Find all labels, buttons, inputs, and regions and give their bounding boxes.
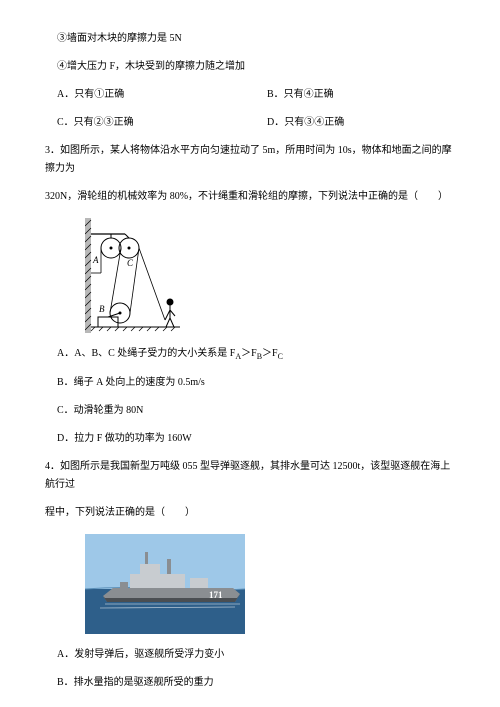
q3-optD: D．拉力 F 做功的功率为 160W <box>57 430 455 448</box>
label-c: C <box>127 258 134 268</box>
q2-optA: A．只有①正确 <box>57 86 267 104</box>
label-a: A <box>92 255 99 265</box>
q3-optA-mid1: ＞F <box>241 348 257 359</box>
q3-optC: C．动滑轮重为 80N <box>57 402 455 420</box>
q2-stmt3: ③墙面对木块的摩擦力是 5N <box>57 30 455 48</box>
q4-stem-line2: 程中，下列说法正确的是（ ） <box>45 504 455 522</box>
q3-optA-mid2: ＞F <box>262 348 278 359</box>
q2-optD: D．只有③④正确 <box>267 114 455 132</box>
q3-optA: A．A、B、C 处绳子受力的大小关系是 FA＞FB＞FC <box>57 345 455 364</box>
q3-stem-line1: 3．如图所示，某人将物体沿水平方向匀速拉动了 5m，所用时间为 10s，物体和地… <box>45 142 455 178</box>
hull-number: 171 <box>209 590 223 600</box>
q3-stem-line2: 320N，滑轮组的机械效率为 80%，不计绳重和滑轮组的摩擦，下列说法中正确的是… <box>45 188 455 206</box>
pulley-diagram-svg: A C B <box>85 218 180 333</box>
label-b: B <box>99 304 105 314</box>
q3-diagram: A C B <box>85 218 455 333</box>
rope-to-person <box>139 248 165 320</box>
q4-optA: A．发射导弹后，驱逐舰所受浮力变小 <box>57 646 455 664</box>
q4-optB: B．排水量指的是驱逐舰所受的重力 <box>57 674 455 692</box>
q2-options-row2: C．只有②③正确 D．只有③④正确 <box>45 114 455 132</box>
wall-rect <box>85 218 91 333</box>
q4-photo: 171 <box>85 534 455 634</box>
q4-stem-line1: 4．如图所示是我国新型万吨级 055 型导弹驱逐舰，其排水量可达 12500t，… <box>45 458 455 494</box>
top-right-hanger <box>125 234 129 238</box>
mast1 <box>145 552 148 564</box>
q2-optB: B．只有④正确 <box>267 86 455 104</box>
top-left-pulley-axis <box>110 247 113 250</box>
q2-optC: C．只有②③正确 <box>57 114 267 132</box>
q3-optA-pre: A．A、B、C 处绳子受力的大小关系是 F <box>57 348 235 359</box>
q2-stmt4: ④增大压力 F，木块受到的摩擦力随之增加 <box>57 58 455 76</box>
bridge <box>140 564 160 574</box>
person-icon <box>165 299 175 327</box>
destroyer-photo-svg: 171 <box>85 534 245 634</box>
gun <box>120 582 128 588</box>
top-right-pulley-axis <box>128 247 131 250</box>
mast2 <box>167 559 171 574</box>
ground-hatch <box>91 327 175 331</box>
q3-optA-subC: C <box>278 352 283 361</box>
q2-options-row1: A．只有①正确 B．只有④正确 <box>45 86 455 104</box>
q3-optB: B．绳子 A 处向上的速度为 0.5m/s <box>57 374 455 392</box>
rear-structure <box>190 578 208 588</box>
superstructure <box>130 574 185 588</box>
